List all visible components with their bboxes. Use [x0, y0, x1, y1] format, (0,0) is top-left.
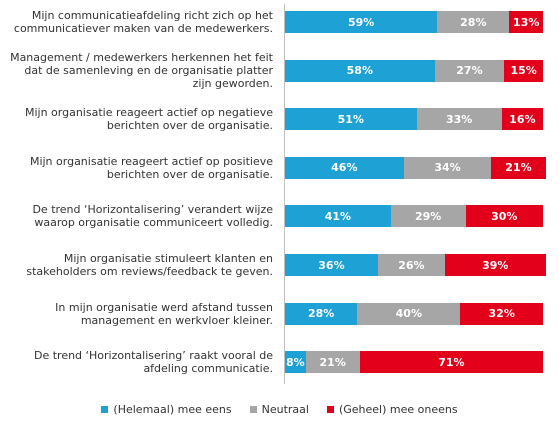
legend-swatch	[249, 406, 257, 413]
bar-segment: 28%	[437, 11, 510, 33]
bar-segment: 26%	[377, 254, 445, 276]
data-label: 15%	[510, 64, 537, 78]
data-label: 27%	[456, 64, 483, 78]
data-label: 21%	[319, 355, 346, 369]
data-label: 29%	[415, 209, 442, 223]
bar-segment: 36%	[285, 254, 378, 276]
data-label: 51%	[337, 112, 364, 126]
bar-segment: 13%	[509, 11, 543, 33]
category-label-line: De trend ‘Horizontalisering’ raakt voora…	[33, 349, 273, 363]
category-label: Management / medewerkers herkennen het f…	[0, 51, 273, 90]
legend: (Helemaal) mee eens Neutraal (Geheel) mee …	[0, 403, 559, 416]
data-label: 46%	[331, 161, 358, 175]
category-label: Mijn organisatie reageert actief op posi…	[0, 155, 273, 181]
category-label-line: management en werkvloer kleiner.	[80, 313, 273, 327]
category-label-line: zijn geworden.	[192, 77, 273, 91]
data-label: 59%	[347, 15, 375, 29]
category-label-line: Mijn organisatie reageert actief op posi…	[29, 154, 273, 168]
legend-item: (Geheel) mee oneens	[326, 403, 458, 416]
category-label-line: Management / medewerkers herkennen het f…	[10, 51, 273, 65]
data-label: 58%	[346, 64, 373, 78]
bar-segment: 41%	[285, 205, 391, 228]
data-label: 41%	[324, 209, 352, 223]
data-label: 33%	[445, 112, 473, 126]
category-label: Mijn organisatie stimuleert klanten en st…	[0, 252, 273, 278]
bar-segment: 51%	[285, 108, 417, 131]
category-label-line: stakeholders om reviews/feedback te geve…	[26, 265, 273, 278]
bar-segment: 59%	[285, 11, 438, 33]
bar-segment: 46%	[285, 156, 404, 179]
legend-item: Neutraal	[249, 403, 309, 416]
data-label: 32%	[488, 307, 515, 321]
bar-segment: 15%	[504, 59, 543, 82]
category-label-line: afdeling communicatie.	[143, 362, 273, 376]
category-label: In mijn organisatie werd afstand tussen m…	[0, 301, 273, 327]
category-label: Mijn communicatieafdeling richt zich op …	[0, 9, 273, 35]
category-label-line: communicatiever maken van de medewerkers…	[13, 22, 273, 35]
category-label-line: waarop organisatie communiceert volledig…	[34, 216, 273, 230]
bar-segment: 8%	[285, 351, 306, 374]
data-label: 30%	[491, 209, 518, 223]
category-label-line: berichten over de organisatie.	[106, 167, 273, 181]
bar-segment: 16%	[501, 108, 543, 131]
category-label: De trend ‘Horizontalisering’ verandert w…	[0, 203, 273, 229]
category-label-line: berichten over de organisatie.	[106, 119, 273, 133]
data-label: 26%	[398, 258, 425, 272]
category-label-line: dat de samenleving en de organisatie pla…	[24, 64, 273, 78]
data-label: 8%	[285, 355, 305, 369]
bar-segment: 21%	[305, 351, 360, 374]
legend-label: Neutraal	[261, 403, 309, 416]
category-label: Mijn organisatie reageert actief op nega…	[0, 106, 273, 132]
legend-swatch	[101, 406, 109, 413]
category-label: De trend ‘Horizontalisering’ raakt voora…	[0, 349, 273, 375]
data-label: 28%	[307, 307, 335, 321]
data-label: 36%	[318, 258, 345, 272]
bar-segment: 28%	[285, 302, 358, 325]
bar-segment: 29%	[390, 205, 466, 228]
bar-segment: 34%	[403, 156, 492, 179]
data-label: 71%	[438, 355, 465, 369]
data-label: 40%	[395, 307, 422, 321]
category-axis-line	[284, 4, 285, 384]
bar-segment: 33%	[416, 108, 502, 131]
legend-item: (Helemaal) mee eens	[101, 403, 232, 416]
data-label: 16%	[509, 112, 536, 126]
category-label-line: Mijn organisatie reageert actief op nega…	[24, 106, 273, 120]
data-label: 34%	[434, 161, 461, 175]
bar-segment: 30%	[465, 205, 543, 228]
legend-label: (Geheel) mee oneens	[338, 403, 458, 416]
bar-segment: 27%	[434, 59, 505, 82]
category-label-line: In mijn organisatie werd afstand tussen	[55, 300, 273, 314]
category-label-line: Mijn communicatieafdeling richt zich op …	[31, 9, 273, 22]
data-label: 39%	[482, 258, 509, 272]
bar-segment: 32%	[460, 302, 543, 325]
bar-segment: 39%	[444, 254, 546, 276]
category-label-line: Mijn organisatie stimuleert klanten en	[63, 252, 273, 265]
bar-segment: 58%	[285, 59, 435, 82]
data-label: 21%	[505, 161, 532, 175]
data-label: 28%	[460, 15, 487, 29]
legend-label: (Helemaal) mee eens	[113, 403, 232, 416]
bar-segment: 71%	[359, 351, 543, 374]
data-label: 13%	[513, 15, 540, 29]
category-label-line: De trend ‘Horizontalisering’ verandert w…	[32, 203, 273, 217]
bar-segment: 21%	[491, 156, 546, 179]
legend-swatch	[326, 406, 334, 413]
bar-segment: 40%	[357, 302, 461, 325]
